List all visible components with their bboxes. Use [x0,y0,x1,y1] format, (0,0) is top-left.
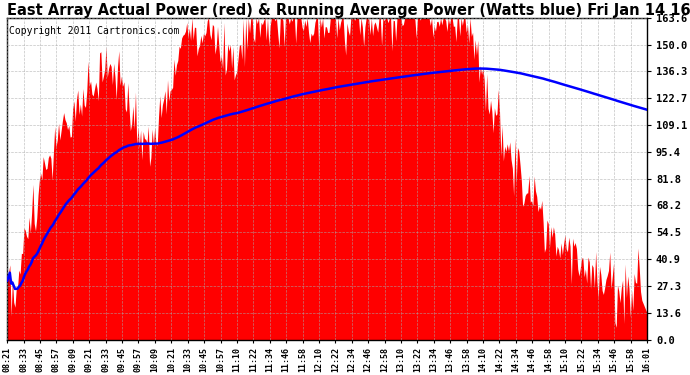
Text: Copyright 2011 Cartronics.com: Copyright 2011 Cartronics.com [8,26,179,36]
Text: East Array Actual Power (red) & Running Average Power (Watts blue) Fri Jan 14 16: East Array Actual Power (red) & Running … [8,3,690,18]
